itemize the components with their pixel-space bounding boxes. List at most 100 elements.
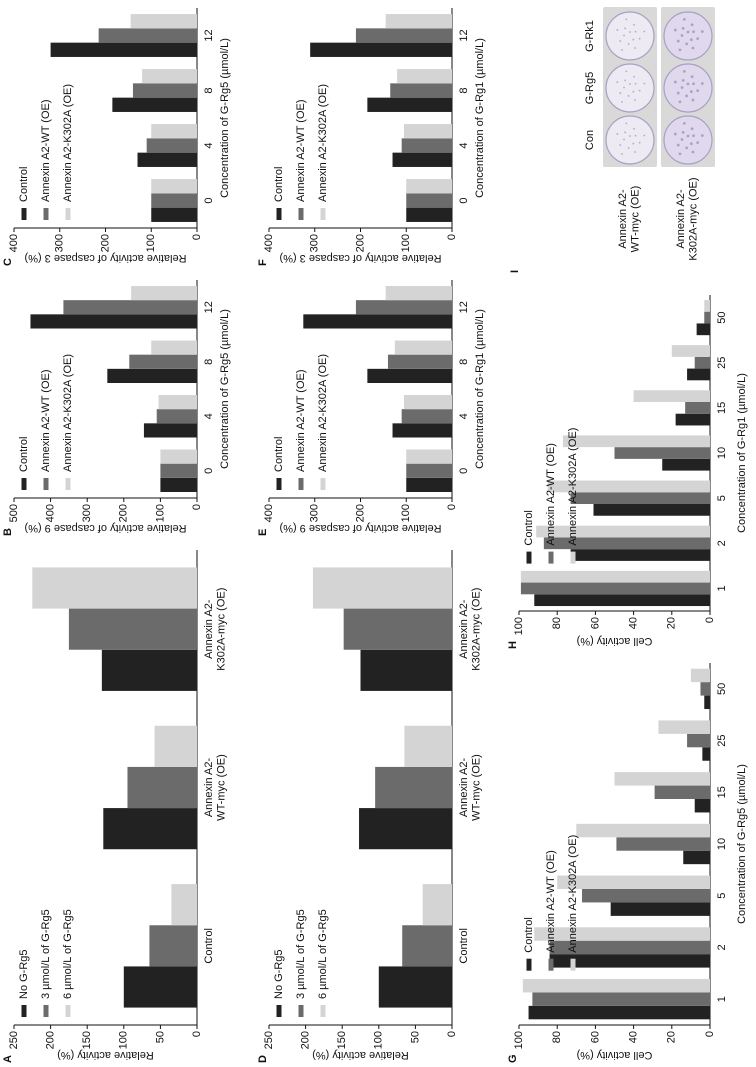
colony	[616, 29, 619, 31]
legend-label: Annexin A2-K302A (OE)	[567, 835, 579, 953]
bar	[132, 83, 197, 98]
colony	[632, 38, 635, 41]
y-tick-label: 80	[551, 617, 563, 629]
x-axis-title: Concentration of G-Rg5 (µmol/L)	[219, 38, 231, 198]
colony	[673, 132, 677, 136]
y-tick-label: 0	[446, 1031, 458, 1037]
bar	[127, 766, 197, 809]
colony	[627, 42, 630, 45]
colony	[673, 80, 677, 84]
y-tick-label: 100	[145, 234, 157, 252]
colony	[629, 83, 631, 85]
bar	[397, 69, 453, 84]
bar	[123, 966, 197, 1008]
colony	[680, 138, 684, 141]
bar	[582, 888, 711, 903]
bar	[151, 207, 197, 222]
bar	[355, 28, 452, 43]
bar	[534, 927, 711, 941]
colony	[689, 90, 693, 94]
legend-label: Control	[273, 167, 285, 202]
bar	[614, 447, 710, 459]
panel-label: I	[509, 270, 521, 273]
colony	[689, 142, 693, 146]
y-tick-label: 500	[8, 504, 20, 522]
x-tick-label: 8	[203, 87, 215, 93]
legend-label: 6 µmol/L of G-Rg5	[317, 909, 329, 999]
bar	[570, 549, 710, 561]
bar	[385, 14, 453, 29]
x-tick-label: 15	[716, 786, 728, 798]
bar	[557, 875, 711, 889]
colony	[676, 143, 680, 147]
y-tick-label: 200	[45, 1031, 57, 1049]
colony	[676, 91, 680, 95]
y-tick-label: 0	[446, 504, 458, 510]
plate	[605, 11, 655, 61]
bar	[394, 340, 452, 355]
y-axis-title: Cell activity (%)	[577, 635, 653, 647]
bar	[401, 409, 452, 424]
colony	[616, 81, 619, 83]
x-tick-label-line: WT-myc (OE)	[471, 754, 483, 821]
colony	[619, 144, 622, 146]
bar	[536, 525, 710, 538]
colony	[627, 94, 630, 97]
y-tick-label: 0	[191, 1031, 203, 1037]
colony	[633, 75, 636, 78]
y-tick-label: 300	[81, 504, 93, 522]
colony	[629, 135, 631, 137]
x-tick-label: 4	[458, 413, 470, 419]
plate	[605, 63, 655, 113]
bar	[704, 695, 711, 710]
x-tick-label: 8	[458, 359, 470, 365]
x-tick-label: 4	[203, 142, 215, 148]
y-tick-label: 60	[589, 617, 601, 629]
y-tick-label: 60	[589, 1031, 601, 1043]
bar	[343, 608, 452, 650]
y-axis-title: Relative activity (%)	[312, 1049, 409, 1061]
colony	[691, 98, 695, 102]
x-tick-label: 12	[458, 301, 470, 313]
colony	[696, 37, 700, 40]
bar	[146, 138, 198, 153]
bar	[360, 649, 452, 691]
column-label: G-Rk1	[584, 20, 596, 52]
bar	[98, 28, 197, 43]
plate	[663, 11, 713, 61]
bar	[696, 323, 711, 336]
x-tick-label: 2	[716, 944, 728, 950]
bar	[375, 766, 453, 809]
y-tick-label: 20	[666, 617, 678, 629]
colony	[690, 23, 694, 27]
colony	[616, 133, 619, 135]
y-tick-label: 100	[118, 1031, 130, 1049]
bar	[704, 299, 711, 312]
colony	[632, 90, 635, 93]
bar	[32, 567, 197, 609]
colony	[681, 131, 685, 134]
colony	[680, 86, 684, 89]
colony	[634, 151, 636, 153]
legend-label: Annexin A2-WT (OE)	[545, 443, 557, 546]
bar	[406, 179, 452, 194]
colony	[682, 69, 686, 73]
bar	[570, 492, 710, 505]
colony	[689, 38, 693, 42]
bar	[520, 582, 710, 595]
bar	[312, 567, 453, 609]
bar	[671, 345, 710, 357]
x-axis-title: Concentration of G-Rg1 (µmol/L)	[474, 38, 486, 198]
x-tick-label-line: Control	[458, 928, 470, 963]
legend-label: Annexin A2-WT (OE)	[40, 100, 52, 203]
bar	[593, 504, 710, 516]
colony	[634, 134, 637, 137]
bar	[392, 423, 452, 438]
bar	[130, 14, 198, 29]
bar	[149, 925, 197, 967]
colony	[691, 150, 695, 154]
bar	[520, 570, 710, 583]
y-tick-label: 250	[263, 1031, 275, 1049]
bar	[171, 884, 198, 926]
colony	[624, 79, 627, 82]
